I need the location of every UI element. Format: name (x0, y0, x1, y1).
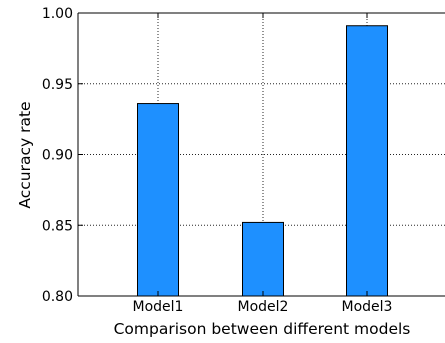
y-tick-labels: 0.80 0.85 0.90 0.95 1.00 (42, 6, 73, 305)
axes (77, 12, 445, 297)
x-tick-label-Model1: Model1 (133, 299, 184, 315)
y-tick-label: 0.95 (42, 77, 73, 93)
y-axis-title: Accuracy rate (16, 101, 34, 208)
x-axis-title: Comparison between different models (114, 320, 411, 338)
bar-Model3 (346, 25, 388, 297)
bar-Model1 (137, 103, 179, 297)
y-tick-label: 1.00 (42, 6, 73, 22)
y-tick-label: 0.85 (42, 218, 73, 234)
x-tick-label-Model3: Model3 (342, 299, 393, 315)
bars (137, 25, 388, 297)
y-tick-label: 0.80 (42, 289, 73, 305)
bar-Model2 (242, 221, 284, 297)
x-tick-label-Model2: Model2 (238, 299, 289, 315)
x-tick-labels: Model1 Model2 Model3 (133, 299, 393, 315)
y-tick-label: 0.90 (42, 148, 73, 164)
